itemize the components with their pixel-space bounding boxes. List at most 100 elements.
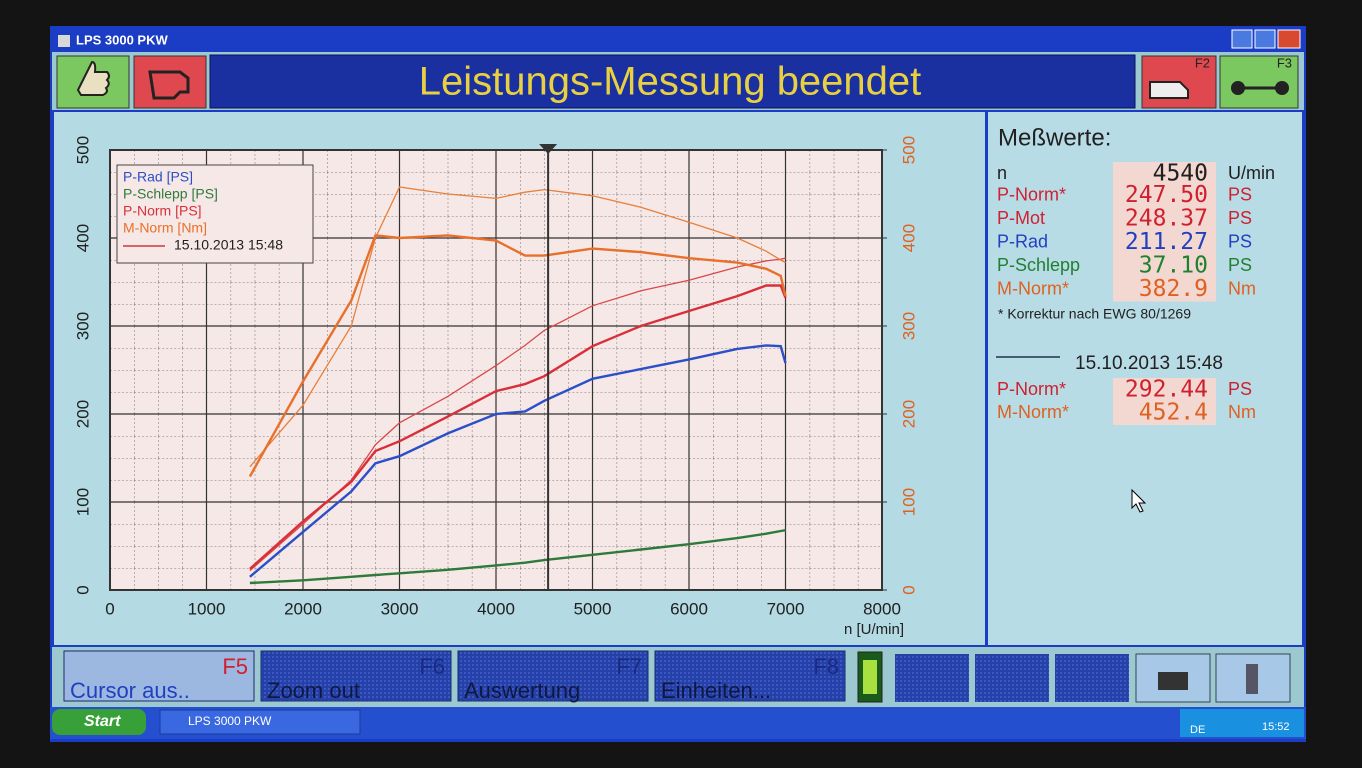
cursor-marker bbox=[539, 144, 558, 154]
start-button[interactable] bbox=[52, 709, 146, 735]
y2-tick-label: 100 bbox=[899, 488, 918, 516]
y-tick-label: 200 bbox=[73, 400, 92, 428]
y-tick-label: 400 bbox=[73, 224, 92, 252]
reading-box bbox=[1113, 230, 1216, 255]
reading-unit: PS bbox=[1228, 255, 1252, 275]
series-line bbox=[249, 186, 786, 468]
reading-value: 211.27 bbox=[1125, 229, 1208, 255]
x-tick-label: 7000 bbox=[767, 599, 805, 618]
series-line bbox=[249, 284, 787, 570]
f2-key: F2 bbox=[1195, 55, 1210, 70]
reading-label: P-Mot bbox=[997, 208, 1045, 228]
x-tick-label: 2000 bbox=[284, 599, 322, 618]
function-key: F5 bbox=[222, 654, 248, 679]
reading-box bbox=[1113, 277, 1216, 302]
reading-value: 37.10 bbox=[1139, 253, 1208, 279]
readings: n 4540 U/min P-Norm* 247.50 PS P-Mot 248.37 PS P-… bbox=[997, 161, 1275, 426]
reading-unit: PS bbox=[1228, 231, 1252, 251]
legend-entry: 15.10.2013 15:48 bbox=[174, 237, 283, 253]
reading-value: 292.44 bbox=[1125, 377, 1208, 403]
reading-label: M-Norm* bbox=[997, 402, 1069, 422]
reading-box bbox=[1113, 183, 1216, 208]
lang: DE bbox=[1190, 724, 1205, 736]
series-line bbox=[249, 344, 787, 578]
x-tick-label: 0 bbox=[105, 599, 114, 618]
clock: 15:52 bbox=[1262, 721, 1290, 733]
function-label: Einheiten... bbox=[661, 678, 771, 703]
series-line bbox=[249, 257, 786, 572]
y-tick-label: 300 bbox=[73, 312, 92, 340]
minimize[interactable] bbox=[1231, 29, 1253, 49]
function-button[interactable] bbox=[457, 650, 649, 702]
reading-unit: PS bbox=[1228, 184, 1252, 204]
reference-label: 15.10.2013 15:48 bbox=[1075, 353, 1223, 374]
readings-title: Meßwerte: bbox=[998, 124, 1111, 151]
function-key: F7 bbox=[616, 654, 642, 679]
x-tick-label: 1000 bbox=[188, 599, 226, 618]
tray bbox=[1180, 709, 1304, 737]
x-tick-label: 4000 bbox=[477, 599, 515, 618]
window-title: LPS 3000 PKW bbox=[76, 32, 168, 47]
reading-unit: Nm bbox=[1228, 278, 1256, 298]
mouse-cursor bbox=[1131, 488, 1147, 513]
reading-box bbox=[1113, 401, 1216, 425]
f3-key: F3 bbox=[1277, 55, 1292, 70]
plot-frame bbox=[109, 149, 883, 591]
chart: 0 1000 2000 3000 4000 5000 6000 7000 80000100200… bbox=[73, 136, 918, 638]
task-label: LPS 3000 PKW bbox=[188, 714, 272, 728]
note: * Korrektur nach EWG 80/1269 bbox=[998, 306, 1191, 322]
reading-label: n bbox=[997, 163, 1007, 183]
start-label: Start bbox=[84, 713, 121, 730]
function-button[interactable] bbox=[260, 650, 452, 702]
reading-box bbox=[1113, 254, 1216, 278]
series-line bbox=[248, 234, 787, 478]
y-tick-label: 500 bbox=[73, 136, 92, 164]
reading-value: 382.9 bbox=[1139, 276, 1208, 302]
reading-unit: PS bbox=[1228, 379, 1252, 399]
x-tick-label: 8000 bbox=[863, 599, 901, 618]
y-tick-label: 100 bbox=[73, 488, 92, 516]
close[interactable] bbox=[1277, 29, 1301, 49]
up-button[interactable] bbox=[895, 654, 969, 702]
y2-tick-label: 500 bbox=[899, 136, 918, 164]
reading-box bbox=[1113, 207, 1216, 231]
reading-unit: PS bbox=[1228, 208, 1252, 228]
y2-tick-label: 0 bbox=[899, 585, 918, 594]
function-key: F6 bbox=[419, 654, 445, 679]
reading-label: P-Norm* bbox=[997, 184, 1066, 204]
task-button[interactable] bbox=[159, 709, 361, 735]
x-tick-label: 6000 bbox=[670, 599, 708, 618]
function-button[interactable] bbox=[654, 650, 846, 702]
down-button[interactable] bbox=[975, 654, 1049, 702]
function-button[interactable] bbox=[63, 650, 255, 702]
function-key: F8 bbox=[813, 654, 839, 679]
reading-value: 248.37 bbox=[1125, 206, 1208, 232]
reading-label: P-Schlepp bbox=[997, 255, 1080, 275]
engine-button[interactable] bbox=[133, 55, 207, 109]
reading-value: 247.50 bbox=[1125, 182, 1208, 208]
x-tick-label: 3000 bbox=[381, 599, 419, 618]
y-tick-label: 0 bbox=[73, 585, 92, 594]
reading-label: P-Rad bbox=[997, 231, 1048, 251]
reading-label: P-Norm* bbox=[997, 379, 1066, 399]
legend-entry: P-Norm [PS] bbox=[123, 203, 202, 219]
reading-value: 4540 bbox=[1153, 161, 1208, 187]
reading-label: M-Norm* bbox=[997, 278, 1069, 298]
banner-title: Leistungs-Messung beendet bbox=[419, 60, 922, 104]
function-label: Auswertung bbox=[464, 678, 580, 703]
series-line bbox=[249, 529, 786, 585]
banner bbox=[209, 54, 1136, 109]
reading-unit: U/min bbox=[1228, 163, 1275, 183]
y2-tick-label: 200 bbox=[899, 400, 918, 428]
legend-entry: M-Norm [Nm] bbox=[123, 220, 207, 236]
reading-box bbox=[1113, 162, 1216, 186]
help-button[interactable] bbox=[1055, 654, 1129, 702]
reading-value: 452.4 bbox=[1139, 400, 1208, 426]
function-label: Zoom out bbox=[267, 678, 360, 703]
reading-box bbox=[1113, 378, 1216, 402]
x-axis-label: n [U/min] bbox=[844, 621, 904, 638]
maximize[interactable] bbox=[1254, 29, 1276, 49]
x-tick-label: 5000 bbox=[574, 599, 612, 618]
footer-buttons: F5 Cursor aus.. F6 Zoom out F7 Auswertung F8 Ei… bbox=[63, 650, 846, 703]
